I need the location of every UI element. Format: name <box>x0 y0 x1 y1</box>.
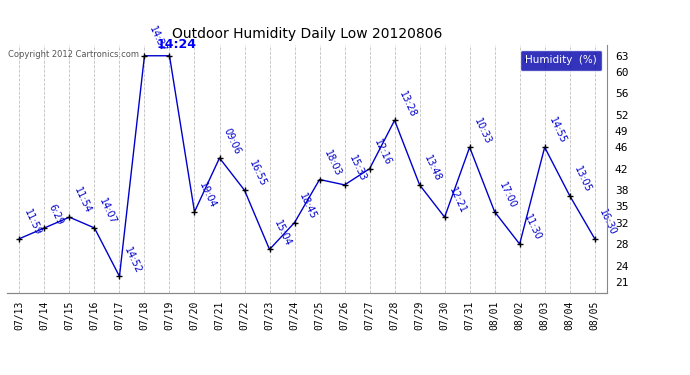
Text: 16:30: 16:30 <box>598 208 618 237</box>
Text: 11:30: 11:30 <box>522 213 543 243</box>
Text: 14:37: 14:37 <box>147 25 168 54</box>
Text: 14:55: 14:55 <box>547 116 568 146</box>
Text: 13:05: 13:05 <box>572 165 593 194</box>
Text: 11:54: 11:54 <box>72 186 92 216</box>
Text: 12:21: 12:21 <box>447 186 468 216</box>
Text: 12:16: 12:16 <box>372 138 393 167</box>
Text: 18:03: 18:03 <box>322 148 343 178</box>
Text: 13:28: 13:28 <box>397 89 418 119</box>
Text: 11:59: 11:59 <box>22 208 43 237</box>
Text: 16:55: 16:55 <box>247 159 268 189</box>
Text: 15:33: 15:33 <box>347 154 368 183</box>
Text: 09:06: 09:06 <box>222 127 243 156</box>
Text: 6:29: 6:29 <box>47 202 65 226</box>
Text: 14:52: 14:52 <box>122 245 143 275</box>
Text: 10:33: 10:33 <box>472 116 493 146</box>
Text: 18:45: 18:45 <box>297 192 318 221</box>
Text: 14:24: 14:24 <box>157 39 197 51</box>
Title: Outdoor Humidity Daily Low 20120806: Outdoor Humidity Daily Low 20120806 <box>172 27 442 41</box>
Text: 17:00: 17:00 <box>497 181 518 210</box>
Text: 14:07: 14:07 <box>97 197 118 226</box>
Text: 15:04: 15:04 <box>272 218 293 248</box>
Text: 13:48: 13:48 <box>422 154 443 183</box>
Text: Copyright 2012 Cartronics.com: Copyright 2012 Cartronics.com <box>8 50 139 59</box>
Legend: Humidity  (%): Humidity (%) <box>520 50 602 70</box>
Text: 19:04: 19:04 <box>197 181 218 210</box>
